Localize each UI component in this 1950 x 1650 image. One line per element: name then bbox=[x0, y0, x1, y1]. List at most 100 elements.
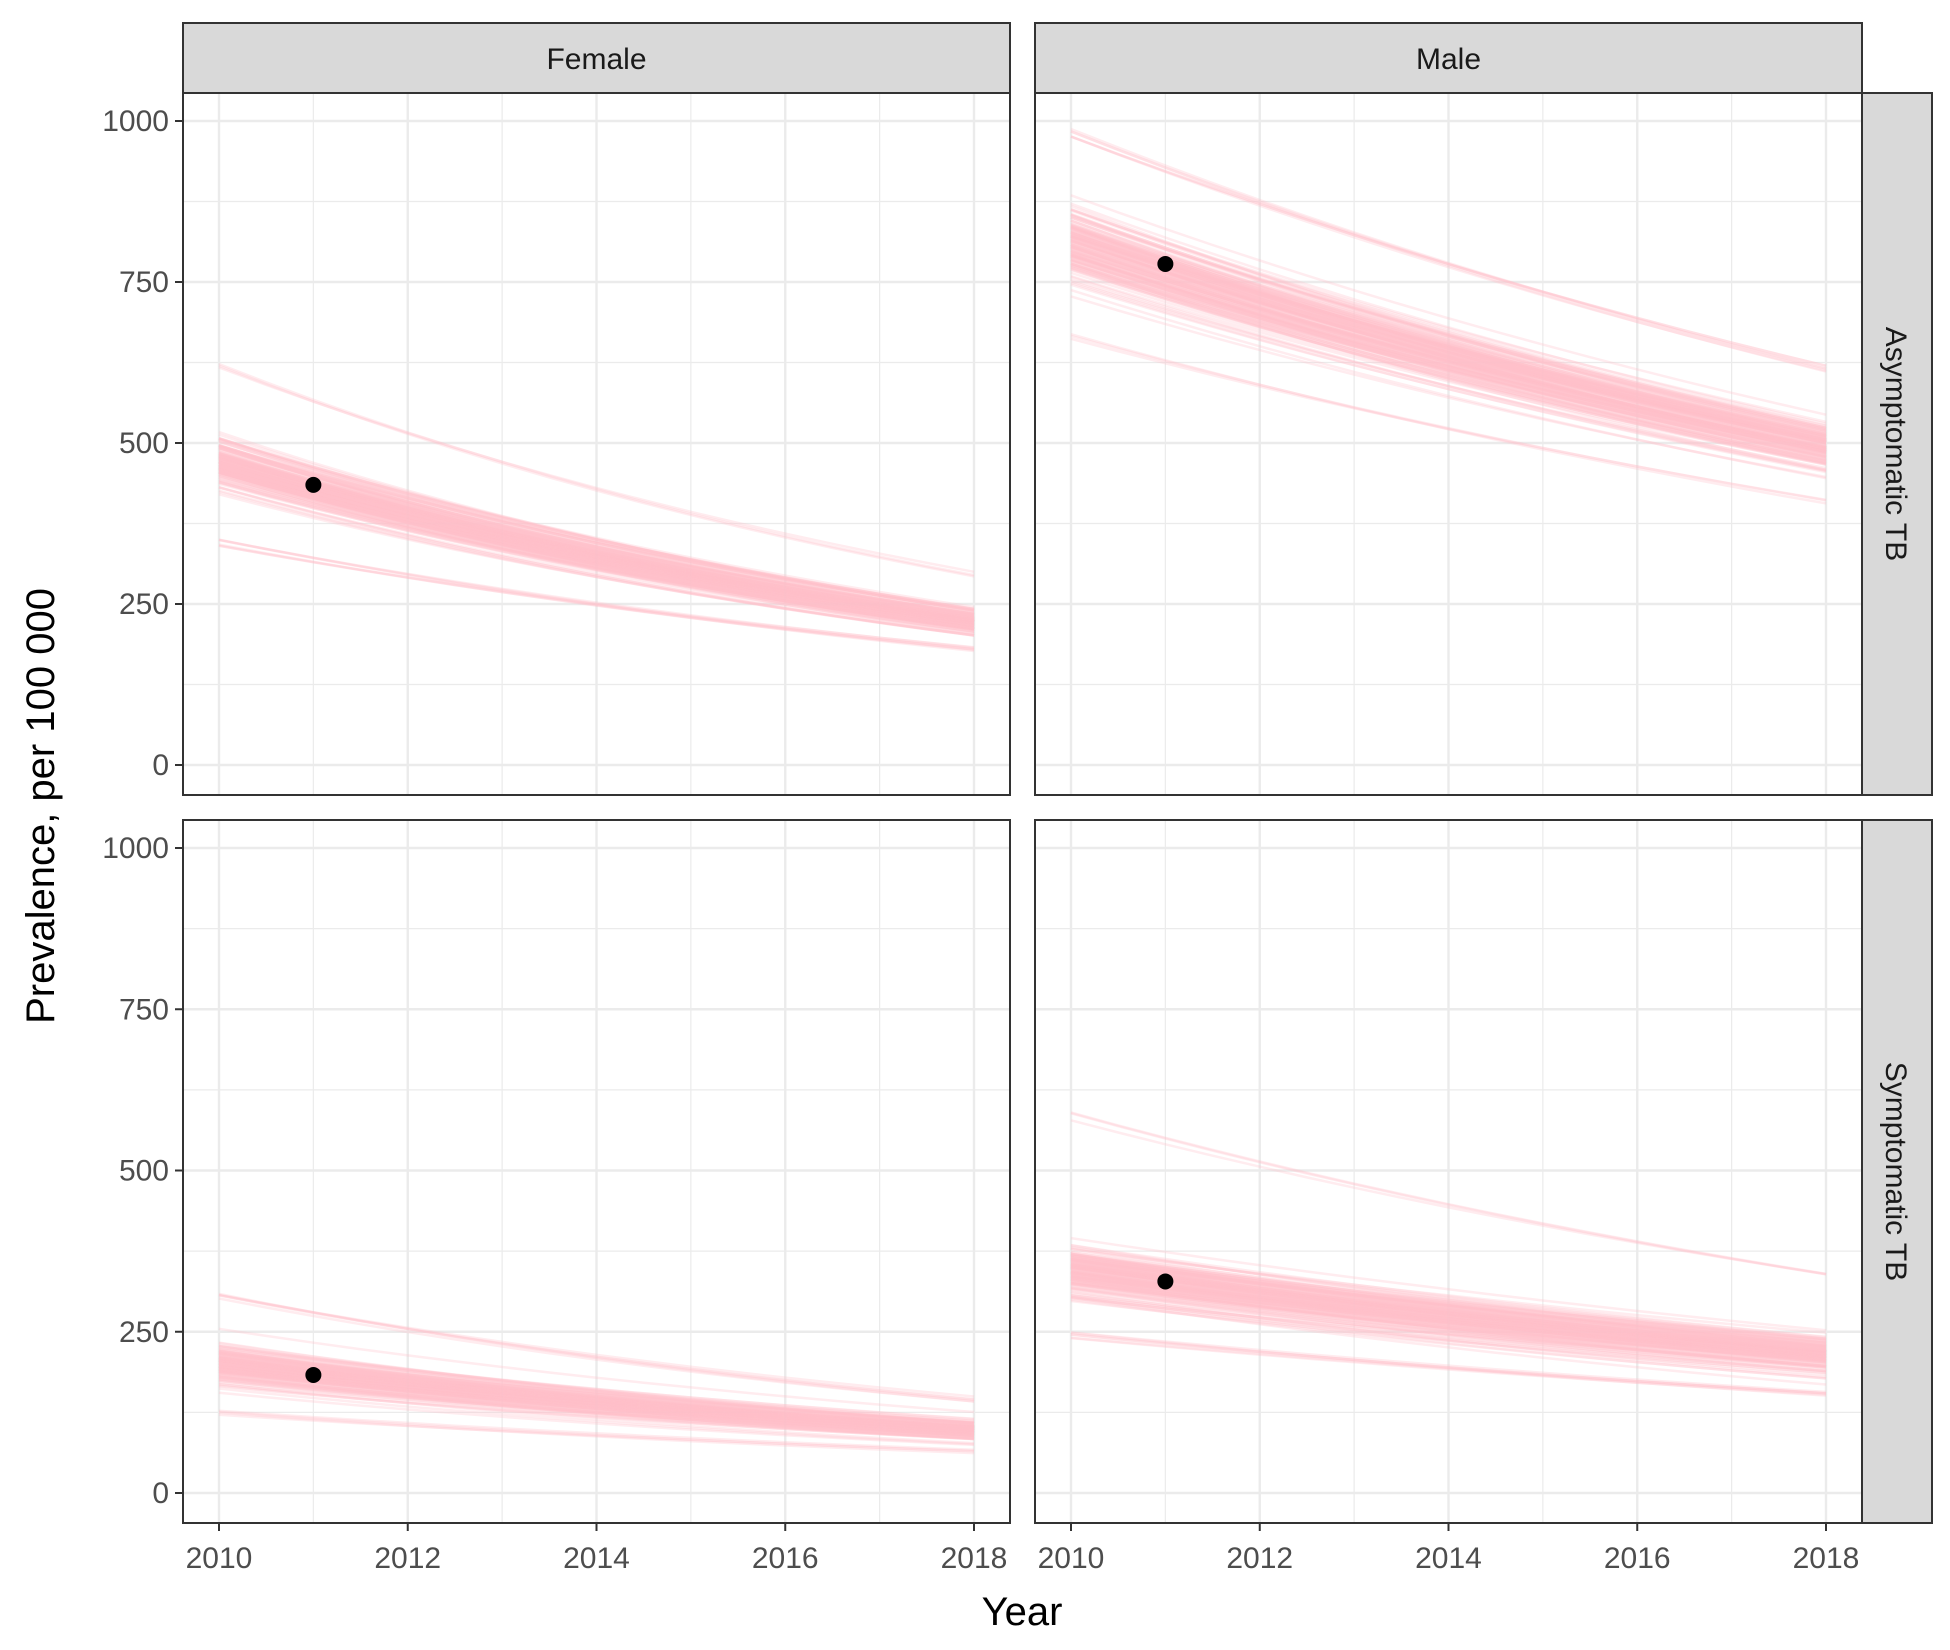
trajectory-line bbox=[218, 466, 975, 628]
trajectory-line bbox=[1070, 281, 1827, 474]
x-tick-label: 2010 bbox=[186, 1542, 253, 1575]
trajectory-line bbox=[1070, 1280, 1827, 1357]
trajectory-line bbox=[218, 457, 975, 625]
trajectory-line bbox=[1070, 280, 1827, 470]
trajectory-line bbox=[218, 1294, 975, 1401]
trajectory-line bbox=[1070, 259, 1827, 455]
trajectory-line bbox=[218, 430, 975, 613]
trajectory-line bbox=[1070, 225, 1827, 444]
trajectory-line bbox=[218, 471, 975, 630]
trajectory-line bbox=[1070, 1257, 1827, 1353]
trajectory-line bbox=[1070, 253, 1827, 456]
trajectory-line bbox=[1070, 262, 1827, 471]
trajectory-line bbox=[1070, 237, 1827, 443]
trajectory-line bbox=[218, 454, 975, 622]
trajectory-line bbox=[218, 1367, 975, 1429]
trajectory-line bbox=[218, 1360, 975, 1431]
trajectory-line bbox=[1070, 256, 1827, 454]
trajectory-line bbox=[218, 444, 975, 612]
trajectory-line bbox=[218, 438, 975, 611]
trajectory-line bbox=[1070, 258, 1827, 453]
trajectory-line bbox=[218, 1349, 975, 1425]
trajectory-line bbox=[1070, 216, 1827, 428]
trajectory-line bbox=[1070, 216, 1827, 430]
panel-male-asymptomatic-tb bbox=[1034, 92, 1863, 796]
trajectory-line bbox=[1070, 245, 1827, 458]
trajectory-line bbox=[218, 486, 975, 637]
trajectory-line bbox=[1070, 1258, 1827, 1345]
trajectory-line bbox=[1070, 1280, 1827, 1362]
strip-female bbox=[182, 22, 1011, 94]
trajectory-line bbox=[218, 1352, 975, 1429]
trajectory-line bbox=[218, 437, 975, 611]
trajectory-line bbox=[218, 438, 975, 614]
trajectory-line bbox=[1070, 239, 1827, 447]
trajectory-line bbox=[218, 1357, 975, 1427]
trajectory-line bbox=[1070, 225, 1827, 445]
trajectory-line bbox=[1070, 283, 1827, 472]
trajectory-line bbox=[1070, 261, 1827, 462]
trajectory-line bbox=[218, 1367, 975, 1438]
trajectory-line bbox=[1070, 1263, 1827, 1351]
trajectory-line bbox=[218, 1297, 975, 1403]
trajectory-line bbox=[1070, 1258, 1827, 1354]
trajectory-line bbox=[218, 1359, 975, 1429]
trajectory-line bbox=[218, 446, 975, 620]
trajectory-line bbox=[218, 1358, 975, 1430]
trajectory-line bbox=[1070, 202, 1827, 425]
trajectory-line bbox=[1070, 1260, 1827, 1357]
trajectory-line bbox=[1070, 241, 1827, 442]
trajectory-line bbox=[1070, 1266, 1827, 1354]
x-axis-title: Year bbox=[982, 1590, 1063, 1634]
trajectory-line bbox=[1070, 237, 1827, 451]
trajectory-line bbox=[218, 471, 975, 626]
trajectory-line bbox=[1070, 1278, 1827, 1368]
trajectory-line bbox=[1070, 262, 1827, 455]
trajectory-line bbox=[218, 1292, 975, 1403]
trajectory-line bbox=[218, 1293, 975, 1398]
trajectory-line bbox=[1070, 253, 1827, 451]
trajectory-line bbox=[1070, 245, 1827, 452]
trajectory-line bbox=[218, 1371, 975, 1432]
trajectory-line bbox=[1070, 254, 1827, 452]
trajectory-line bbox=[218, 1365, 975, 1430]
trajectory-line bbox=[218, 1368, 975, 1433]
trajectory-line bbox=[218, 1350, 975, 1426]
trajectory-line bbox=[1070, 249, 1827, 449]
trajectory-line bbox=[1070, 1259, 1827, 1349]
trajectory-line bbox=[218, 465, 975, 625]
trajectory-line bbox=[218, 474, 975, 631]
trajectory-line bbox=[1070, 214, 1827, 433]
trajectory-line bbox=[218, 470, 975, 626]
simulated-trajectories bbox=[218, 1292, 975, 1455]
trajectory-line bbox=[1070, 231, 1827, 444]
trajectory-line bbox=[1070, 234, 1827, 442]
trajectory-line bbox=[218, 1364, 975, 1431]
trajectory-line bbox=[218, 476, 975, 633]
panels-layer: 0 250 500 750 1000 0 250 500 750 1000 2010 2012 2014… bbox=[102, 22, 1933, 1575]
trajectory-line bbox=[1070, 275, 1827, 473]
trajectory-line bbox=[218, 466, 975, 624]
trajectory-line bbox=[218, 1409, 975, 1451]
trajectory-line bbox=[1070, 208, 1827, 427]
trajectory-line bbox=[218, 460, 975, 626]
trajectory-line bbox=[218, 471, 975, 626]
trajectory-line bbox=[1070, 1282, 1827, 1364]
trajectory-line bbox=[218, 1359, 975, 1432]
trajectory-line bbox=[1070, 1271, 1827, 1364]
trajectory-line bbox=[218, 468, 975, 627]
trajectory-line bbox=[218, 1356, 975, 1429]
trajectory-line bbox=[218, 466, 975, 629]
trajectory-line bbox=[218, 445, 975, 612]
trajectory-line bbox=[218, 1370, 975, 1434]
trajectory-line bbox=[218, 444, 975, 612]
trajectory-line bbox=[1070, 1282, 1827, 1368]
trajectory-line bbox=[1070, 1266, 1827, 1349]
trajectory-line bbox=[1070, 1119, 1827, 1276]
trajectory-line bbox=[218, 1361, 975, 1433]
y-axis-title: Prevalence, per 100 000 bbox=[19, 588, 63, 1024]
trajectory-line bbox=[218, 1357, 975, 1431]
trajectory-line bbox=[218, 1347, 975, 1424]
trajectory-line bbox=[218, 455, 975, 625]
x-tick-label: 2018 bbox=[941, 1542, 1008, 1575]
